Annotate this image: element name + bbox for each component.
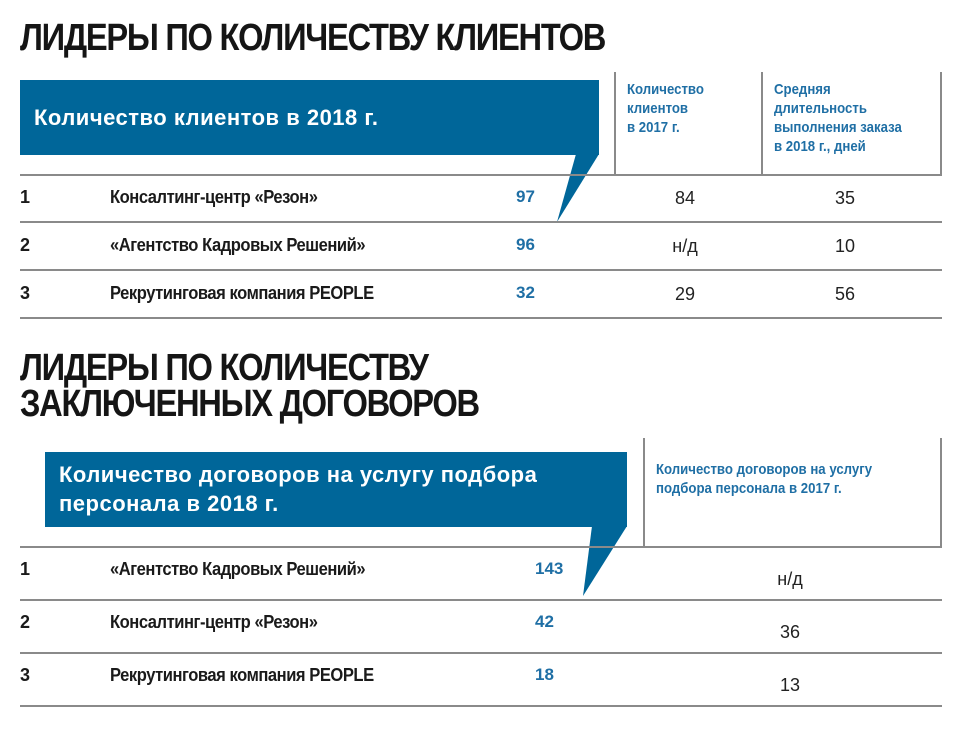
- rank: 1: [20, 559, 31, 579]
- col-avg-duration-header: Средняя длительность выполнения заказа в…: [774, 81, 902, 155]
- clients-2017: 29: [674, 284, 696, 304]
- clients-2017: н/д: [672, 236, 698, 256]
- table-rule: [20, 546, 942, 548]
- section1-title: ЛИДЕРЫ ПО КОЛИЧЕСТВУ КЛИЕНТОВ: [20, 17, 606, 59]
- rank: 3: [20, 665, 31, 685]
- contracts-2018: 18: [535, 665, 554, 684]
- table-row: 3 Рекрутинговая компания PEOPLE 18 13: [0, 654, 957, 705]
- avg-days-2018: 35: [834, 188, 856, 208]
- contracts-2017: н/д: [777, 569, 803, 589]
- col-clients-2017-header: Количество клиентов в 2017 г.: [627, 81, 704, 136]
- section2-title-line1: ЛИДЕРЫ ПО КОЛИЧЕСТВУ: [20, 347, 429, 389]
- rank: 1: [20, 187, 31, 207]
- rank: 3: [20, 283, 31, 303]
- company-name: Рекрутинговая компания PEOPLE: [110, 665, 374, 685]
- company-name: Консалтинг-центр «Резон»: [110, 612, 318, 632]
- banner-label-line1: Количество договоров на услугу подбора: [59, 462, 538, 487]
- rank: 2: [20, 235, 31, 255]
- table-rule: [20, 269, 942, 271]
- table-row: 3 Рекрутинговая компания PEOPLE 32 29 56: [0, 271, 957, 317]
- table-rule: [20, 652, 942, 654]
- section2-title-line2: ЗАКЛЮЧЕННЫХ ДОГОВОРОВ: [20, 383, 480, 425]
- table-rule: [20, 221, 942, 223]
- company-name: Консалтинг-центр «Резон»: [110, 187, 318, 207]
- column-divider: [761, 72, 763, 176]
- col-contracts-2017-header: Количество договоров на услугу подбора п…: [656, 461, 873, 497]
- table-row: 2 «Агентство Кадровых Решений» 96 н/д 10: [0, 223, 957, 269]
- contracts-2017: 36: [779, 622, 801, 642]
- clients-2018: 97: [516, 187, 535, 206]
- table-row: 1 Консалтинг-центр «Резон» 97 84 35: [0, 176, 957, 221]
- banner-label-line2: персонала в 2018 г.: [59, 491, 279, 516]
- table-row: 1 «Агентство Кадровых Решений» 143 н/д: [0, 548, 957, 599]
- company-name: Рекрутинговая компания PEOPLE: [110, 283, 374, 303]
- clients-2018: 32: [516, 283, 535, 302]
- column-divider: [940, 438, 942, 548]
- table-row: 2 Консалтинг-центр «Резон» 42 36: [0, 601, 957, 652]
- contracts-2018: 42: [535, 612, 554, 631]
- avg-days-2018: 56: [834, 284, 856, 304]
- table-rule: [20, 705, 942, 707]
- company-name: «Агентство Кадровых Решений»: [110, 235, 366, 255]
- column-divider: [614, 72, 616, 176]
- clients-2018: 96: [516, 235, 535, 254]
- table-rule: [20, 174, 942, 176]
- contracts-2018: 143: [535, 559, 564, 578]
- column-divider: [643, 438, 645, 548]
- contracts-2018-banner: Количество договоров на услугу подбора п…: [45, 452, 627, 527]
- column-divider: [940, 72, 942, 176]
- clients-2018-banner: Количество клиентов в 2018 г.: [20, 80, 599, 155]
- table-rule: [20, 317, 942, 319]
- avg-days-2018: 10: [834, 236, 856, 256]
- rank: 2: [20, 612, 31, 632]
- contracts-2017: 13: [779, 675, 801, 695]
- table-rule: [20, 599, 942, 601]
- company-name: «Агентство Кадровых Решений»: [110, 559, 366, 579]
- banner-label: Количество клиентов в 2018 г.: [34, 105, 379, 130]
- clients-2017: 84: [674, 188, 696, 208]
